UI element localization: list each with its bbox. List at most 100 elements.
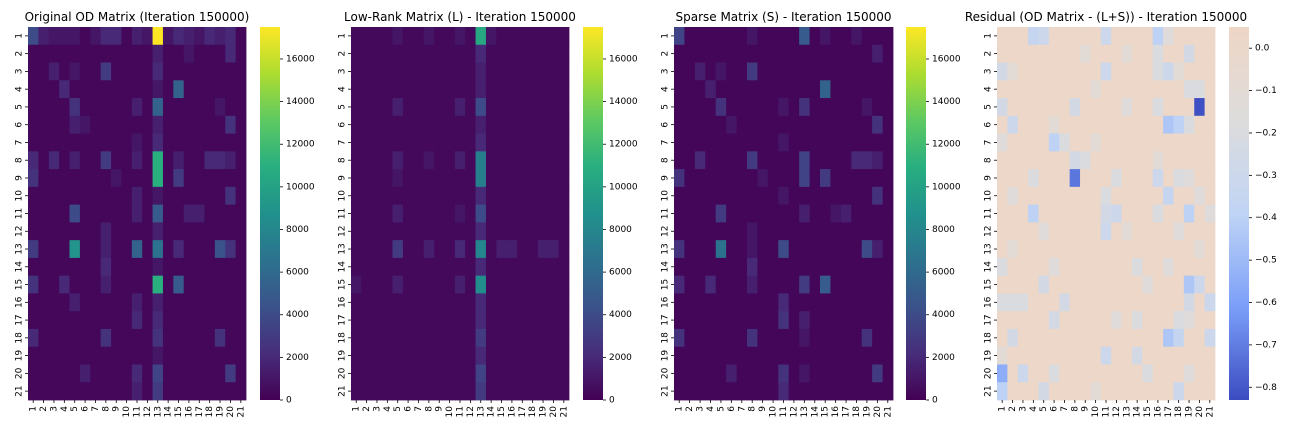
heatmap-cell xyxy=(59,133,70,152)
heatmap-cell xyxy=(496,204,508,223)
heatmap-cell xyxy=(705,257,717,277)
heatmap-cell xyxy=(1059,186,1071,206)
heatmap-cell xyxy=(840,169,852,188)
heatmap-cell xyxy=(830,62,842,81)
heatmap-cell xyxy=(767,133,779,152)
heatmap-cell xyxy=(413,382,425,401)
heatmap-cell xyxy=(28,62,39,81)
heatmap-cell xyxy=(527,364,539,383)
heatmap-cell xyxy=(402,293,414,312)
heatmap-cell xyxy=(684,328,696,348)
heatmap-cell xyxy=(225,151,237,170)
heatmap-cell xyxy=(809,311,821,330)
heatmap-cell xyxy=(1028,151,1039,170)
heatmap-cell xyxy=(788,240,800,259)
x-tick-label: 11 xyxy=(133,406,143,417)
heatmap-cell xyxy=(1090,328,1102,348)
heatmap-cell xyxy=(558,364,570,383)
heatmap-cell xyxy=(1090,311,1102,330)
heatmap-cell xyxy=(100,115,112,134)
heatmap-cell xyxy=(1183,44,1195,63)
heatmap-cell xyxy=(100,240,112,259)
heatmap-cell xyxy=(1204,204,1216,223)
heatmap-cell xyxy=(1194,364,1206,383)
heatmap-cell xyxy=(444,169,456,188)
heatmap-cell xyxy=(517,382,528,401)
heatmap-cell xyxy=(788,364,800,383)
heatmap-cell xyxy=(183,98,195,117)
heatmap-cell xyxy=(69,364,81,383)
heatmap-cell xyxy=(757,275,769,294)
heatmap-cell xyxy=(1017,80,1029,99)
heatmap-cell xyxy=(131,204,143,223)
heatmap-cell xyxy=(454,44,466,63)
heatmap-cell xyxy=(715,364,727,383)
x-tick-label: 21 xyxy=(883,406,893,417)
heatmap-cell xyxy=(173,240,185,259)
heatmap-cell xyxy=(371,311,383,330)
heatmap-cell xyxy=(506,346,518,365)
heatmap-cell xyxy=(726,186,737,206)
heatmap-cell xyxy=(1111,98,1122,117)
heatmap-cell xyxy=(872,169,883,188)
heatmap-cell xyxy=(820,257,831,277)
heatmap-cell xyxy=(1194,62,1206,81)
heatmap-cell xyxy=(1038,98,1050,117)
heatmap-cell xyxy=(351,169,362,188)
heatmap-cell xyxy=(1007,80,1019,99)
heatmap-cell xyxy=(444,98,456,117)
heatmap-cell xyxy=(506,204,518,223)
heatmap-cell xyxy=(1028,346,1039,365)
heatmap-cell xyxy=(997,133,1008,152)
heatmap-cell xyxy=(1142,62,1154,81)
heatmap-cell xyxy=(1007,364,1019,383)
heatmap-cell xyxy=(1131,98,1143,117)
y-tick-label: 14 xyxy=(661,261,671,273)
heatmap-cell xyxy=(882,382,894,401)
heatmap-cell xyxy=(38,346,50,365)
heatmap-cell xyxy=(59,44,70,63)
heatmap-cell xyxy=(715,169,727,188)
heatmap-cell xyxy=(788,62,800,81)
heatmap-cell xyxy=(1028,27,1039,46)
y-tick-label: 6 xyxy=(984,122,994,128)
heatmap-cell xyxy=(1090,275,1102,294)
heatmap-cell xyxy=(402,257,414,277)
heatmap-cell xyxy=(485,240,497,259)
heatmap-cell xyxy=(413,204,425,223)
heatmap-cell xyxy=(736,27,748,46)
heatmap-cell xyxy=(872,186,883,206)
heatmap-cell xyxy=(1048,151,1060,170)
heatmap-cell xyxy=(361,115,373,134)
x-tick-label: 6 xyxy=(727,406,737,412)
heatmap-cell xyxy=(767,328,779,348)
heatmap-cell xyxy=(194,328,205,348)
heatmap-cell xyxy=(506,115,518,134)
heatmap-cell xyxy=(778,293,790,312)
heatmap-cell xyxy=(48,222,60,241)
heatmap-cell xyxy=(851,186,863,206)
heatmap-cell xyxy=(1007,275,1019,294)
heatmap-cell xyxy=(778,169,790,188)
y-tick-label: 20 xyxy=(984,367,994,379)
heatmap-cell xyxy=(162,204,174,223)
heatmap-cell xyxy=(548,133,560,152)
heatmap-cell xyxy=(496,293,508,312)
heatmap-cell xyxy=(726,257,737,277)
heatmap-cell xyxy=(79,222,91,241)
x-tick-label: 20 xyxy=(549,406,559,418)
heatmap-cell xyxy=(882,364,894,383)
heatmap-cell xyxy=(705,364,717,383)
heatmap-cell xyxy=(840,44,852,63)
heatmap-cell xyxy=(28,311,39,330)
heatmap-cell xyxy=(183,311,195,330)
heatmap-cell xyxy=(1131,186,1143,206)
heatmap-cell xyxy=(1017,98,1029,117)
heatmap-cell xyxy=(1059,222,1071,241)
heatmap-cell xyxy=(1069,204,1081,223)
heatmap-cell xyxy=(434,275,445,294)
heatmap-cell xyxy=(1183,382,1195,401)
heatmap-cell xyxy=(142,98,153,117)
heatmap-cell xyxy=(142,133,153,152)
heatmap-cell xyxy=(778,346,790,365)
